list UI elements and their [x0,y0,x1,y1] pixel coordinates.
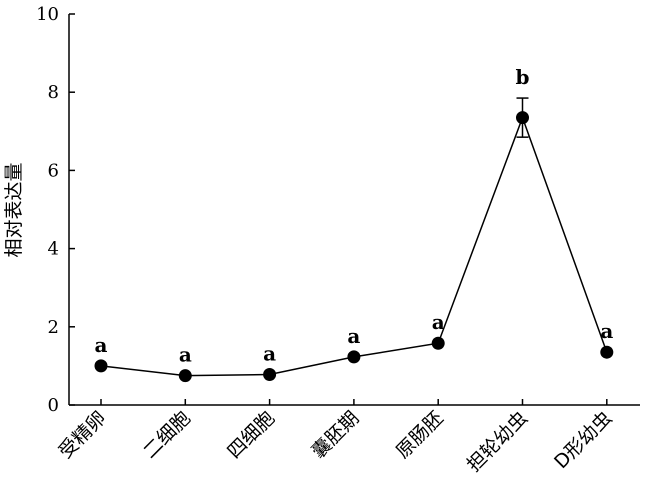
y-axis: 0 2 4 6 8 10 [36,4,75,416]
significance-label: b [516,65,530,89]
y-tick-label: 2 [48,317,59,338]
significance-label: a [600,319,613,343]
x-tick-label: 受精卵 [55,407,111,463]
x-tick-label: 二细胞 [139,407,195,463]
y-axis-title: 相对表达量 [3,162,25,257]
x-tick-label: 担轮幼虫 [463,407,532,476]
data-point [178,369,192,383]
x-tick-label: 原肠胚 [392,407,448,463]
y-tick-label: 4 [48,239,59,260]
x-tick-label: 囊胚期 [308,407,364,463]
significance-label: a [95,333,108,357]
data-point [431,336,445,350]
data-point [263,368,277,382]
significance-label: a [347,324,360,348]
data-point [600,345,614,359]
data-point [516,111,529,125]
x-axis: 受精卵 二细胞 四细胞 囊胚期 原肠胚 担轮幼虫 D形幼虫 [55,399,640,476]
y-tick-label: 10 [36,4,59,25]
significance-label: a [179,343,192,367]
data-point [94,359,108,373]
y-tick-label: 0 [48,395,59,416]
y-tick-label: 6 [48,160,59,181]
data-point [347,350,361,364]
x-tick-label: D形幼虫 [550,407,616,473]
series-layer: a a a a a b a [94,65,614,383]
y-ticks: 0 2 4 6 8 10 [36,4,75,416]
x-tick-label: 四细胞 [223,407,279,463]
y-tick-label: 8 [48,82,59,103]
significance-label: a [263,342,276,366]
significance-label: a [432,310,445,334]
x-ticks: 受精卵 二细胞 四细胞 囊胚期 原肠胚 担轮幼虫 D形幼虫 [55,399,616,476]
